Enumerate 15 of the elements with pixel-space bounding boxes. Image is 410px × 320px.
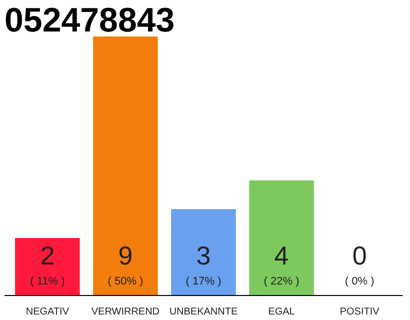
x-tick-label: VERWIRREND <box>91 306 160 318</box>
bar <box>171 209 236 296</box>
data-label: 3 ( 17% ) <box>186 240 222 288</box>
data-label: 4 ( 22% ) <box>264 240 300 288</box>
bar <box>93 36 158 296</box>
data-label: 2 ( 11% ) <box>30 240 65 288</box>
x-tick-label: EGAL <box>268 306 296 318</box>
bar <box>249 180 314 296</box>
bar <box>15 238 80 296</box>
data-label: 0 ( 0% ) <box>344 240 374 288</box>
x-tick-label: POSITIV <box>340 306 380 318</box>
x-tick-label: NEGATIV <box>26 306 70 318</box>
chart-title: 052478843 <box>4 2 175 40</box>
x-tick-label: UNBEKANNTE <box>169 306 238 318</box>
data-label: 9 ( 50% ) <box>108 240 144 288</box>
